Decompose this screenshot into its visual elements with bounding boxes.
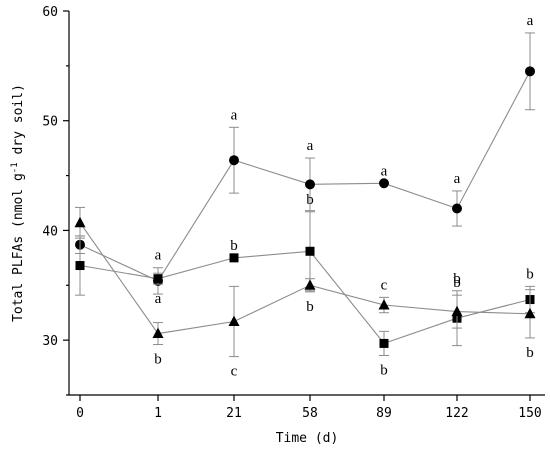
point-square-4: [379, 338, 389, 348]
point-square-0: [75, 261, 85, 271]
x-axis-title: Time (d): [276, 431, 339, 446]
significance-letter-triangle-4: c: [381, 277, 388, 293]
significance-letter-circle-2: a: [231, 107, 238, 123]
point-triangle-0: [74, 216, 86, 228]
series-line-square: [79, 250, 531, 345]
significance-letter-square-3: b: [306, 192, 314, 208]
point-triangle-1: [152, 327, 164, 339]
point-circle-3: [305, 179, 315, 190]
point-circle-2: [229, 155, 239, 166]
y-tick-label-30: 30: [42, 334, 58, 349]
significance-letter-triangle-1: b: [154, 352, 162, 368]
significance-letter-square-6: b: [526, 266, 534, 282]
x-tick-label-150: 150: [518, 406, 541, 421]
significance-letter-square-2: b: [230, 238, 238, 254]
significance-letter-triangle-6: b: [526, 345, 534, 361]
point-square-1: [153, 274, 163, 284]
point-triangle-4: [378, 299, 390, 310]
point-circle-6: [525, 66, 535, 77]
point-square-3: [305, 246, 315, 256]
significance-letter-circle-6: a: [527, 13, 534, 29]
y-tick-label-60: 60: [42, 5, 58, 20]
y-axis-title: Total PLFAs (nmol g-1 dry soil): [10, 84, 26, 322]
y-tick-label-40: 40: [42, 224, 58, 239]
significance-letter-triangle-3: b: [306, 299, 314, 315]
axes: 0 1 21 58 89 122 150 30 40 50 60: [42, 5, 545, 421]
x-tick-label-0: 0: [76, 406, 84, 421]
point-square-2: [229, 253, 239, 263]
x-tick-label-122: 122: [445, 406, 468, 421]
series-line-circle: [79, 71, 531, 282]
y-tick-label-50: 50: [42, 115, 58, 130]
point-triangle-2: [228, 315, 240, 326]
point-circle-5: [452, 203, 462, 214]
significance-letter-square-5: b: [453, 271, 461, 287]
x-tick-label-21: 21: [226, 406, 242, 421]
y-axis-title-superscript: -1: [10, 162, 20, 173]
point-circle-4: [379, 178, 389, 189]
point-triangle-6: [524, 307, 536, 319]
significance-letter-square-4: b: [380, 363, 388, 379]
x-tick-label-1: 1: [154, 406, 162, 421]
significance-letter-circle-1: a: [155, 248, 162, 264]
y-axis-title-main: Total PLFAs (nmol g: [11, 173, 26, 322]
x-tick-label-89: 89: [376, 406, 392, 421]
series-circle: a a a a a a: [75, 13, 535, 295]
significance-letter-triangle-5: b: [453, 275, 461, 291]
significance-letter-circle-5: a: [454, 171, 461, 187]
y-axis-title-tail: dry soil): [11, 84, 26, 162]
significance-letter-circle-4: a: [381, 163, 388, 179]
x-tick-label-58: 58: [302, 406, 318, 421]
point-triangle-3: [304, 279, 316, 290]
significance-letter-square-1: a: [155, 291, 162, 307]
point-triangle-5: [451, 305, 463, 317]
significance-letter-triangle-2: c: [231, 364, 238, 380]
significance-letter-circle-3: a: [307, 138, 314, 154]
